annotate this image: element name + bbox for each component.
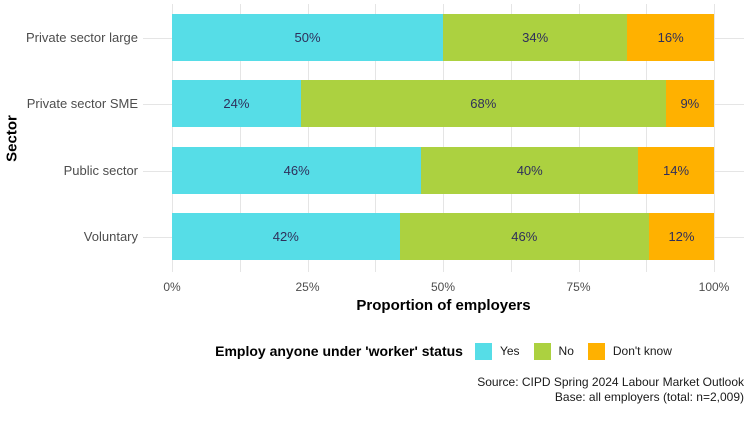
x-tick-label: 25% bbox=[295, 280, 320, 294]
legend-label-yes: Yes bbox=[499, 344, 520, 358]
caption: Source: CIPD Spring 2024 Labour Market O… bbox=[477, 375, 744, 405]
bar-value-label: 34% bbox=[522, 30, 549, 45]
legend-swatch-don-t-know bbox=[587, 342, 605, 360]
bar-segment-yes: 46% bbox=[172, 147, 422, 194]
bar-segment-yes: 42% bbox=[172, 213, 400, 260]
caption-source: Source: CIPD Spring 2024 Labour Market O… bbox=[477, 375, 744, 389]
y-axis-title: Sector bbox=[3, 115, 21, 162]
gridline-vertical bbox=[510, 4, 512, 272]
bar-segment-yes: 50% bbox=[172, 14, 443, 61]
y-category-label-private-sector-sme: Private sector SME bbox=[26, 95, 138, 111]
plot-panel: 50% 34% 16% 24% 68% 9% 46% 40% 14% 42% 46% 12% bbox=[143, 4, 744, 272]
bar-segment-no: 34% bbox=[443, 14, 628, 61]
legend-swatch-no bbox=[533, 342, 551, 360]
x-axis-title: Proportion of employers bbox=[356, 297, 531, 314]
bar-value-label: 40% bbox=[516, 163, 543, 178]
legend-item-yes: Yes bbox=[474, 342, 520, 360]
legend-swatch-yes bbox=[474, 342, 492, 360]
legend-item-no: No bbox=[533, 342, 574, 360]
x-tick-label: 100% bbox=[698, 280, 730, 294]
bar-value-label: 16% bbox=[657, 30, 684, 45]
bar-value-label: 50% bbox=[294, 30, 321, 45]
legend-label-no: No bbox=[558, 344, 574, 358]
gridline-vertical bbox=[578, 4, 580, 272]
gridline-vertical bbox=[646, 4, 648, 272]
bar-value-label: 46% bbox=[283, 163, 310, 178]
bar-value-label: 68% bbox=[470, 96, 497, 111]
bar-row-private-sector-sme: 24% 68% 9% bbox=[172, 80, 714, 127]
bar-value-label: 9% bbox=[680, 96, 700, 111]
gridline-vertical bbox=[239, 4, 241, 272]
gridline-vertical bbox=[443, 4, 444, 272]
y-category-label-public-sector: Public sector bbox=[63, 162, 138, 178]
legend-items: Yes No Don't know bbox=[474, 342, 672, 360]
gridline-vertical bbox=[375, 4, 377, 272]
bar-segment-no: 46% bbox=[399, 213, 649, 260]
legend: Employ anyone under 'worker' status Yes N… bbox=[143, 337, 744, 365]
bar-segment-don-t-know: 12% bbox=[648, 213, 714, 260]
bar-value-label: 14% bbox=[663, 163, 690, 178]
gridline-vertical bbox=[307, 4, 309, 272]
bar-segment-don-t-know: 16% bbox=[627, 14, 714, 61]
bar-value-label: 42% bbox=[272, 229, 299, 244]
bar-value-label: 12% bbox=[668, 229, 695, 244]
gridline-vertical bbox=[172, 4, 173, 272]
x-tick-label: 50% bbox=[430, 280, 456, 294]
bar-row-private-sector-large: 50% 34% 16% bbox=[172, 14, 714, 61]
bar-value-label: 24% bbox=[223, 96, 250, 111]
caption-base: Base: all employers (total: n=2,009) bbox=[554, 390, 744, 404]
bar-segment-yes: 24% bbox=[172, 80, 301, 127]
y-category-label-voluntary: Voluntary bbox=[83, 228, 138, 244]
bar-segment-don-t-know: 14% bbox=[638, 147, 714, 194]
bar-segment-don-t-know: 9% bbox=[665, 80, 714, 127]
legend-title: Employ anyone under 'worker' status bbox=[215, 343, 463, 359]
bar-segment-no: 68% bbox=[300, 80, 666, 127]
bar-segment-no: 40% bbox=[421, 147, 639, 194]
bar-row-voluntary: 42% 46% 12% bbox=[172, 213, 714, 260]
x-tick-label: 0% bbox=[163, 280, 181, 294]
legend-label-don-t-know: Don't know bbox=[612, 344, 672, 358]
y-category-label-private-sector-large: Private sector large bbox=[26, 29, 138, 45]
x-tick-label: 75% bbox=[566, 280, 591, 294]
legend-item-don-t-know: Don't know bbox=[587, 342, 672, 360]
bar-value-label: 46% bbox=[511, 229, 538, 244]
bar-row-public-sector: 46% 40% 14% bbox=[172, 147, 714, 194]
gridline-vertical bbox=[714, 4, 715, 272]
